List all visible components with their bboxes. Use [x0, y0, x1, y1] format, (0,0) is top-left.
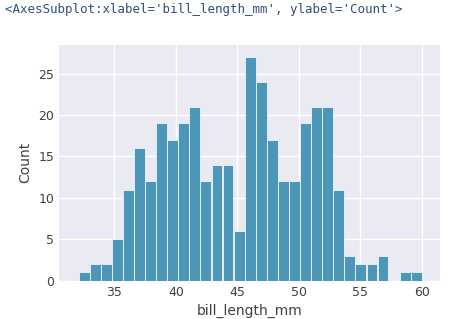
Bar	[322, 107, 333, 281]
Bar	[212, 165, 222, 281]
Y-axis label: Count: Count	[19, 142, 33, 183]
Bar	[123, 189, 134, 281]
Bar	[134, 148, 145, 281]
Bar	[145, 181, 156, 281]
Bar	[378, 256, 389, 281]
X-axis label: bill_length_mm: bill_length_mm	[197, 304, 302, 318]
Bar	[311, 107, 322, 281]
Bar	[101, 264, 112, 281]
Bar	[234, 231, 245, 281]
Bar	[79, 272, 89, 281]
Bar	[411, 272, 422, 281]
Bar	[345, 256, 355, 281]
Bar	[189, 107, 200, 281]
Bar	[156, 123, 167, 281]
Bar	[112, 239, 123, 281]
Bar	[267, 140, 278, 281]
Bar	[289, 181, 300, 281]
Bar	[355, 264, 366, 281]
Bar	[333, 189, 344, 281]
Bar	[245, 57, 256, 281]
Bar	[366, 264, 377, 281]
Bar	[167, 140, 178, 281]
Bar	[256, 82, 266, 281]
Bar	[90, 264, 101, 281]
Bar	[300, 123, 311, 281]
Bar	[222, 165, 233, 281]
Bar	[278, 181, 289, 281]
Bar	[201, 181, 212, 281]
Bar	[400, 272, 410, 281]
Bar	[178, 123, 189, 281]
Text: <AxesSubplot:xlabel='bill_length_mm', ylabel='Count'>: <AxesSubplot:xlabel='bill_length_mm', yl…	[5, 3, 402, 16]
